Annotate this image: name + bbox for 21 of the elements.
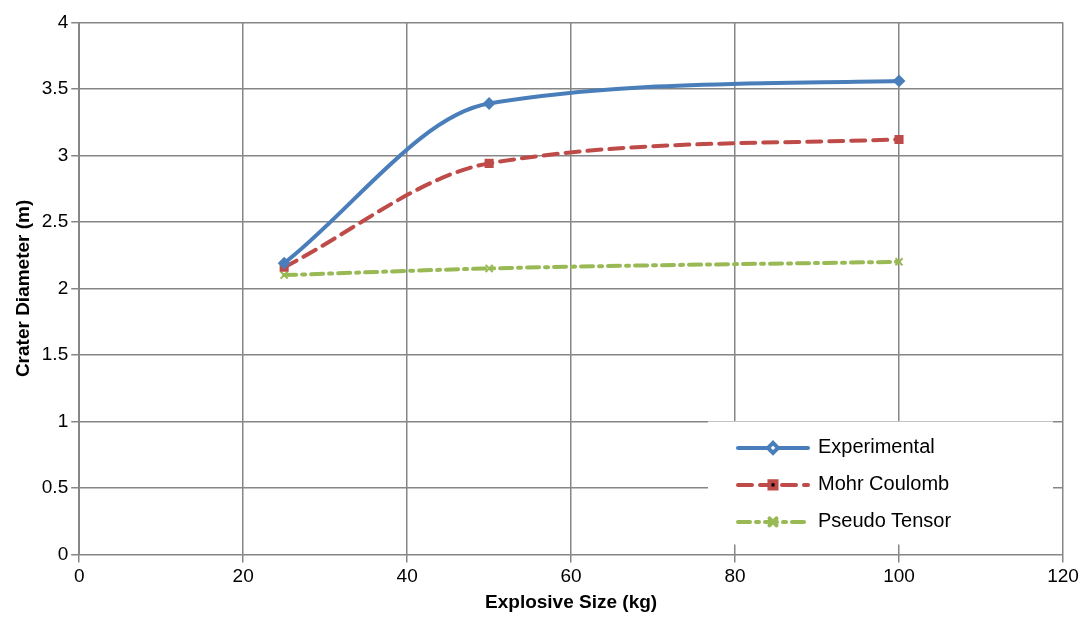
legend-label: Mohr Coulomb	[818, 472, 950, 495]
x-tick-label: 60	[560, 565, 582, 587]
x-tick-label: 100	[883, 565, 915, 587]
x-axis-title: Explosive Size (kg)	[485, 590, 658, 612]
x-tick-label: 120	[1047, 565, 1079, 587]
x-tick-label: 0	[73, 565, 85, 587]
legend-label: Experimental	[818, 435, 935, 458]
y-tick-label: 1	[57, 409, 69, 431]
y-tick-label: 2	[57, 276, 69, 298]
x-tick-label: 80	[724, 565, 746, 587]
y-tick-label: 0.5	[41, 476, 69, 498]
y-axis-title: Crater Diameter (m)	[11, 199, 33, 378]
y-tick-label: 4	[57, 10, 69, 32]
legend-label: Pseudo Tensor	[818, 509, 952, 532]
y-tick-label: 3.5	[41, 77, 69, 99]
y-tick-label: 2.5	[41, 210, 69, 232]
y-tick-label: 1.5	[41, 343, 69, 365]
x-tick-label: 20	[232, 565, 254, 587]
x-tick-label: 40	[396, 565, 418, 587]
y-tick-label: 3	[57, 143, 69, 165]
y-tick-label: 0	[57, 542, 69, 564]
